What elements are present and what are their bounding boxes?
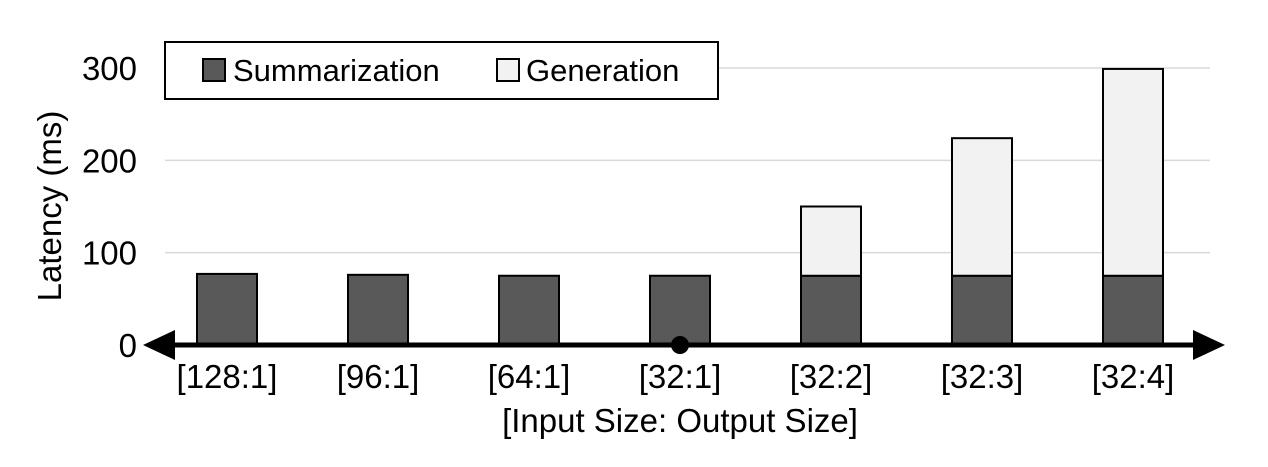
x-axis (143, 330, 1225, 360)
legend-swatch-generation (496, 58, 520, 82)
x-axis-right-arrowhead (1193, 330, 1225, 360)
x-tick-label-32-2: [32:2] (790, 358, 873, 395)
y-tick-label-300: 300 (82, 50, 137, 87)
legend-swatch-summarization (202, 58, 226, 82)
bar-generation-32-2 (800, 205, 862, 277)
y-tick-labels: 0 100 200 300 (82, 50, 137, 364)
bar-summarization-128-1 (196, 272, 258, 346)
x-tick-labels: [128:1] [96:1] [64:1] [32:1] [32:2] [32:3] [32… (177, 358, 1175, 395)
bar-summarization-64-1 (498, 274, 560, 346)
bar-generation-32-4 (1102, 67, 1164, 277)
bar-summarization-32-3 (951, 274, 1013, 346)
y-tick-label-100: 100 (82, 235, 137, 272)
bar-summarization-32-1 (649, 274, 711, 346)
y-axis-label: Latency (ms) (31, 111, 68, 302)
x-tick-label-32-3: [32:3] (941, 358, 1024, 395)
legend-label-summarization: Summarization (233, 53, 440, 88)
x-axis-marker-dot (671, 336, 689, 354)
x-axis-label: [Input Size: Output Size] (502, 402, 858, 439)
y-tick-label-0: 0 (119, 327, 137, 364)
legend: Summarization Generation (164, 41, 719, 100)
bar-generation-32-3 (951, 137, 1013, 277)
legend-label-generation: Generation (526, 53, 679, 88)
bar-summarization-32-4 (1102, 274, 1164, 346)
bar-summarization-32-2 (800, 274, 862, 346)
x-tick-label-32-4: [32:4] (1092, 358, 1175, 395)
legend-box (164, 41, 719, 100)
x-tick-label-64-1: [64:1] (488, 358, 571, 395)
bars (196, 67, 1164, 346)
x-tick-label-32-1: [32:1] (639, 358, 722, 395)
x-tick-label-128-1: [128:1] (177, 358, 278, 395)
bar-summarization-96-1 (347, 273, 409, 346)
y-tick-label-200: 200 (82, 142, 137, 179)
x-axis-left-arrowhead (143, 330, 175, 360)
x-tick-label-96-1: [96:1] (337, 358, 420, 395)
